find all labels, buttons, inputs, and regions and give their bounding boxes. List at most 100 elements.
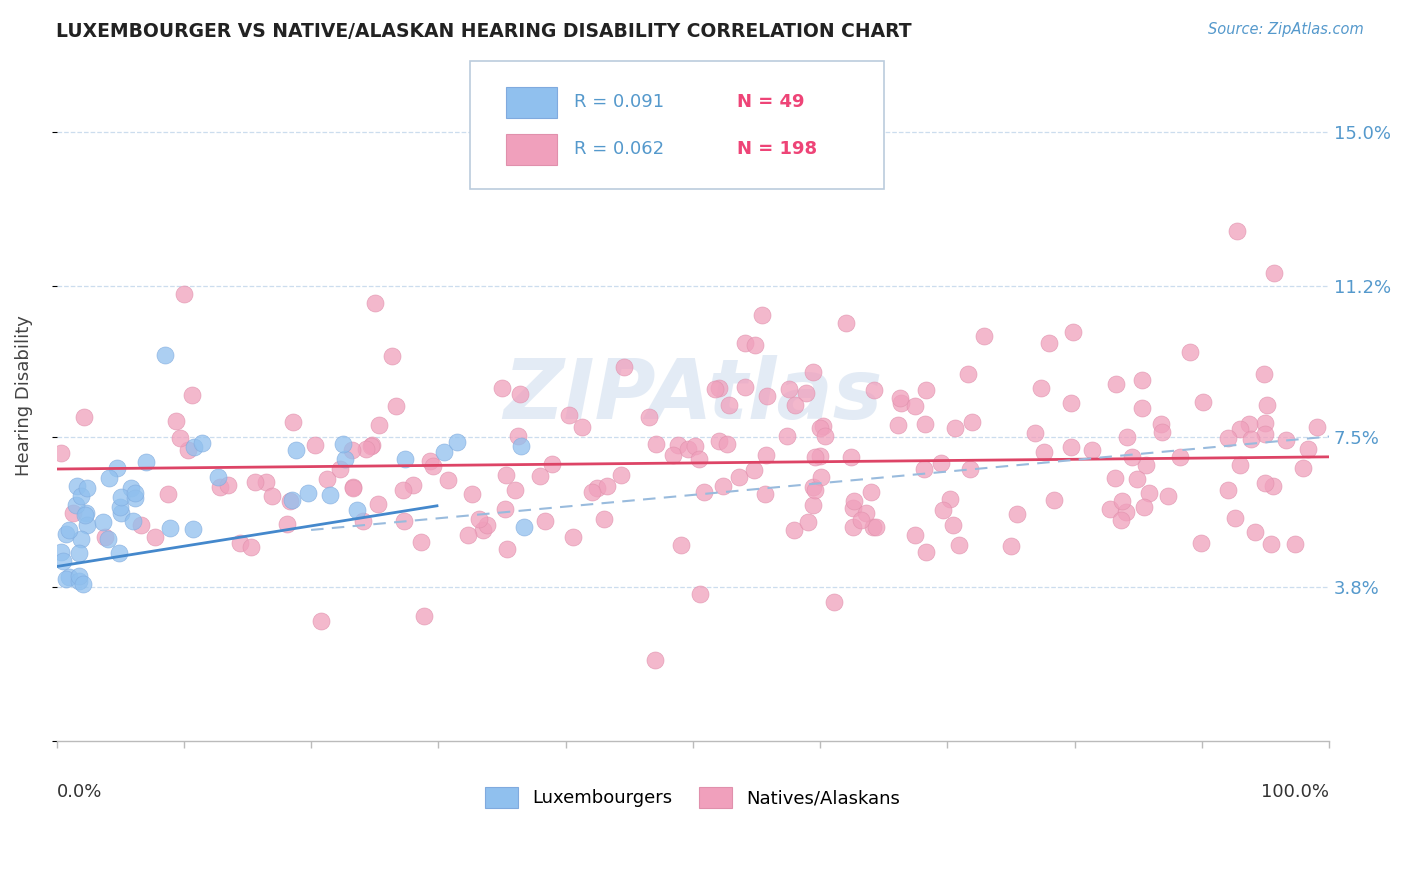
- Point: [862, 520, 884, 534]
- Point: [1098, 502, 1121, 516]
- Point: [839, 450, 862, 464]
- Point: [744, 338, 766, 352]
- Point: [316, 471, 339, 485]
- Point: [468, 512, 491, 526]
- Point: [957, 367, 980, 381]
- Point: [676, 442, 699, 456]
- Point: [1292, 460, 1315, 475]
- Point: [1254, 416, 1277, 430]
- Y-axis label: Hearing Disability: Hearing Disability: [15, 316, 32, 476]
- Point: [70, 489, 93, 503]
- Text: LUXEMBOURGER VS NATIVE/ALASKAN HEARING DISABILITY CORRELATION CHART: LUXEMBOURGER VS NATIVE/ALASKAN HEARING D…: [56, 22, 912, 41]
- Point: [512, 520, 534, 534]
- Point: [811, 419, 834, 434]
- Point: [890, 396, 912, 410]
- Point: [915, 383, 938, 397]
- Point: [207, 470, 229, 484]
- Point: [794, 386, 817, 401]
- Point: [217, 478, 239, 492]
- Point: [683, 439, 706, 453]
- Text: N = 198: N = 198: [737, 140, 817, 159]
- Point: [285, 443, 308, 458]
- Point: [183, 522, 205, 536]
- Point: [571, 420, 593, 434]
- Point: [755, 448, 778, 462]
- Point: [67, 569, 90, 583]
- Point: [76, 481, 98, 495]
- Point: [1062, 325, 1084, 339]
- Point: [644, 653, 666, 667]
- Point: [367, 497, 389, 511]
- Point: [281, 415, 304, 429]
- Point: [1237, 417, 1260, 431]
- Point: [153, 348, 176, 362]
- Point: [352, 514, 374, 528]
- Point: [509, 439, 531, 453]
- Point: [62, 507, 84, 521]
- Point: [503, 483, 526, 498]
- Point: [340, 442, 363, 457]
- Point: [446, 434, 468, 449]
- Point: [1043, 492, 1066, 507]
- Point: [707, 434, 730, 449]
- Point: [55, 572, 77, 586]
- Text: R = 0.062: R = 0.062: [575, 140, 665, 159]
- Point: [124, 491, 146, 505]
- Point: [886, 417, 908, 432]
- Point: [94, 531, 117, 545]
- Point: [191, 436, 214, 450]
- Point: [156, 487, 179, 501]
- Point: [1132, 373, 1154, 387]
- Point: [1261, 479, 1284, 493]
- Point: [1150, 417, 1173, 431]
- Point: [91, 516, 114, 530]
- Point: [49, 446, 72, 460]
- FancyBboxPatch shape: [470, 61, 884, 189]
- Point: [55, 527, 77, 541]
- Legend: Luxembourgers, Natives/Alaskans: Luxembourgers, Natives/Alaskans: [478, 780, 907, 815]
- Point: [1229, 458, 1251, 473]
- Point: [1253, 367, 1275, 381]
- Point: [796, 515, 818, 529]
- Point: [437, 473, 460, 487]
- Point: [1105, 376, 1128, 391]
- Point: [718, 398, 741, 412]
- Point: [1229, 421, 1251, 435]
- Point: [402, 478, 425, 492]
- Point: [1226, 224, 1249, 238]
- Text: 0.0%: 0.0%: [56, 782, 103, 801]
- Point: [1256, 399, 1278, 413]
- Point: [342, 482, 364, 496]
- Point: [67, 574, 90, 588]
- Point: [332, 437, 354, 451]
- Point: [73, 410, 96, 425]
- Point: [814, 429, 837, 443]
- Point: [1284, 537, 1306, 551]
- Point: [135, 455, 157, 469]
- Point: [860, 485, 883, 500]
- Point: [297, 486, 319, 500]
- Point: [912, 462, 935, 476]
- Point: [346, 503, 368, 517]
- Point: [392, 483, 415, 498]
- Point: [1152, 425, 1174, 439]
- Point: [58, 523, 80, 537]
- Point: [169, 431, 191, 445]
- Point: [804, 483, 827, 497]
- Text: R = 0.091: R = 0.091: [575, 94, 665, 112]
- Point: [662, 448, 685, 462]
- Point: [70, 533, 93, 547]
- Point: [329, 462, 352, 476]
- Point: [1133, 500, 1156, 515]
- Point: [475, 517, 498, 532]
- Point: [52, 553, 75, 567]
- Point: [129, 518, 152, 533]
- Point: [1216, 483, 1239, 497]
- Point: [1168, 450, 1191, 465]
- Point: [716, 437, 738, 451]
- Point: [751, 308, 773, 322]
- Point: [1306, 420, 1329, 434]
- Point: [229, 535, 252, 549]
- Point: [1157, 489, 1180, 503]
- Point: [75, 506, 97, 520]
